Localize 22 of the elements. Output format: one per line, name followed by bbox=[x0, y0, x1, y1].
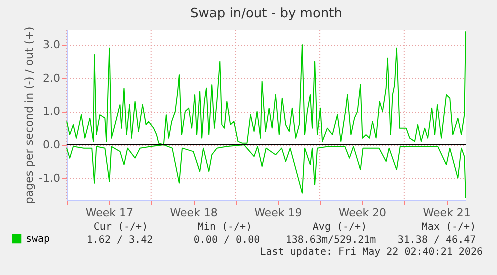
x-tick-label: Week 20 bbox=[338, 206, 387, 220]
text: Last update: Fri May 22 02:40:21 2026 bbox=[260, 247, 483, 258]
text: 138.63m/529.21m bbox=[286, 235, 376, 246]
legend-label: swap bbox=[26, 234, 50, 245]
y-tick-label: 3.0 bbox=[43, 38, 60, 52]
x-tick-label: Week 19 bbox=[254, 206, 302, 220]
y-tick-label: 2.0 bbox=[43, 72, 60, 85]
chart-title: Swap in/out - by month bbox=[190, 6, 342, 22]
text: Min (-/+) bbox=[198, 222, 252, 233]
x-tick-label: Week 21 bbox=[423, 206, 471, 220]
text: Max (-/+) bbox=[422, 222, 476, 233]
text: Cur (-/+) bbox=[94, 222, 148, 233]
text: Avg (-/+) bbox=[312, 222, 368, 233]
x-tick-label: Week 18 bbox=[170, 206, 218, 220]
y-tick-label: 1.0 bbox=[43, 105, 60, 118]
y-tick-label: 0.0 bbox=[43, 138, 60, 152]
y-axis-title: pages per second in (-) / out (+) bbox=[23, 26, 36, 204]
x-tick-label: Week 17 bbox=[86, 206, 134, 220]
text: 0.00 / 0.00 bbox=[194, 235, 260, 246]
text: 1.62 / 3.42 bbox=[86, 235, 154, 246]
y-tick-label: -1.0 bbox=[39, 172, 60, 185]
text: 31.38 / 46.47 bbox=[398, 235, 476, 246]
